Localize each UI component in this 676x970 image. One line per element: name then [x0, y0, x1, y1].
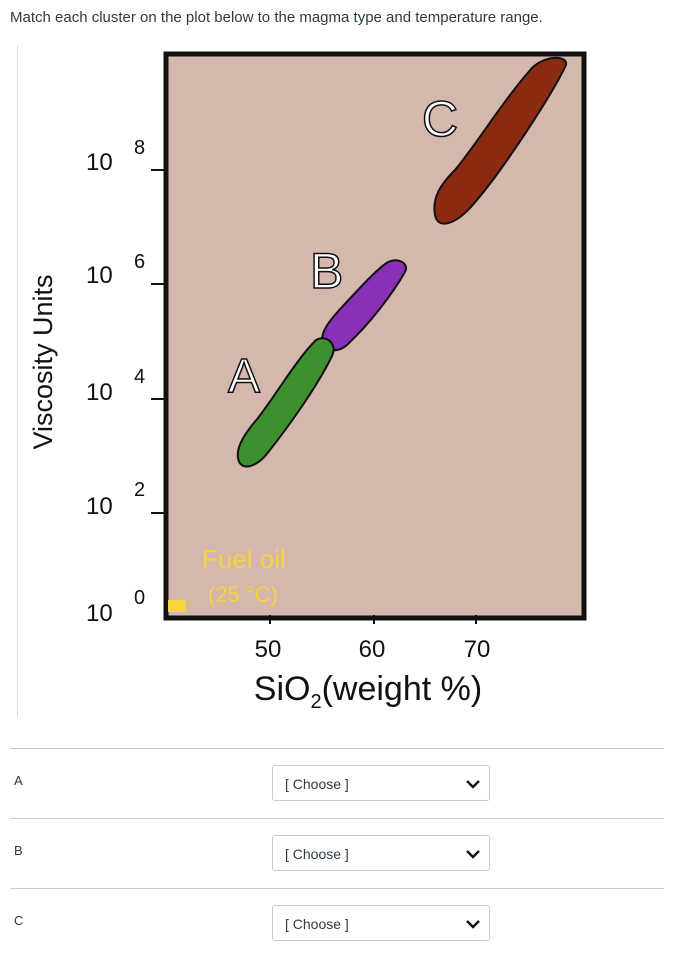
x-tick-label: 50 — [255, 636, 282, 663]
y-tick-label-exp: 4 — [134, 366, 145, 388]
match-row-c: C [ Choose ] — [10, 888, 664, 959]
x-axis-title-sub: 2 — [310, 691, 321, 713]
fuel-oil-label: Fuel oil — [202, 544, 286, 574]
answer-select-a[interactable]: [ Choose ] — [272, 765, 490, 801]
cluster-label-a: A — [228, 350, 260, 403]
x-axis-title: SiO2(weight %) — [254, 670, 482, 713]
answer-select-c[interactable]: [ Choose ] — [272, 905, 490, 941]
y-axis-title: Viscosity Units — [28, 274, 58, 449]
match-label: C — [14, 913, 24, 928]
cluster-b — [320, 259, 407, 352]
chevron-down-icon — [466, 920, 480, 929]
select-value: [ Choose ] — [285, 776, 349, 792]
x-tick-label: 70 — [464, 636, 491, 663]
cluster-label-c: C — [422, 91, 458, 147]
fuel-oil-marker — [168, 600, 186, 612]
answer-select-b[interactable]: [ Choose ] — [272, 835, 490, 871]
cluster-label-b: B — [310, 243, 343, 299]
cluster-a — [236, 337, 335, 468]
y-tick-label-exp: 2 — [134, 479, 145, 501]
x-tick-label: 60 — [359, 636, 386, 663]
viscosity-plot: Viscosity Units 10 8 10 6 10 4 10 2 10 0… — [28, 51, 587, 713]
match-row-b: B [ Choose ] — [10, 818, 664, 889]
cluster-c — [433, 56, 567, 225]
y-tick-label-base: 10 — [86, 600, 113, 627]
select-value: [ Choose ] — [285, 846, 349, 862]
match-row-a: A [ Choose ] — [10, 748, 664, 819]
chevron-down-icon — [466, 850, 480, 859]
y-tick-label-base: 10 — [86, 493, 113, 520]
y-tick-label-exp: 0 — [134, 587, 145, 609]
match-label: A — [14, 773, 23, 788]
y-tick-label-base: 10 — [86, 262, 113, 289]
y-tick-label-exp: 6 — [134, 251, 145, 273]
figure-border — [17, 45, 18, 717]
question-prompt: Match each cluster on the plot below to … — [10, 9, 543, 26]
fuel-oil-temp: (25 °C) — [208, 582, 278, 607]
select-value: [ Choose ] — [285, 916, 349, 932]
x-axis-title-pre: SiO — [254, 670, 311, 708]
x-axis-title-post: (weight %) — [322, 670, 483, 708]
y-tick-label-base: 10 — [86, 149, 113, 176]
chevron-down-icon — [466, 780, 480, 789]
y-tick-label-exp: 8 — [134, 137, 145, 159]
match-label: B — [14, 843, 23, 858]
y-tick-label-base: 10 — [86, 379, 113, 406]
